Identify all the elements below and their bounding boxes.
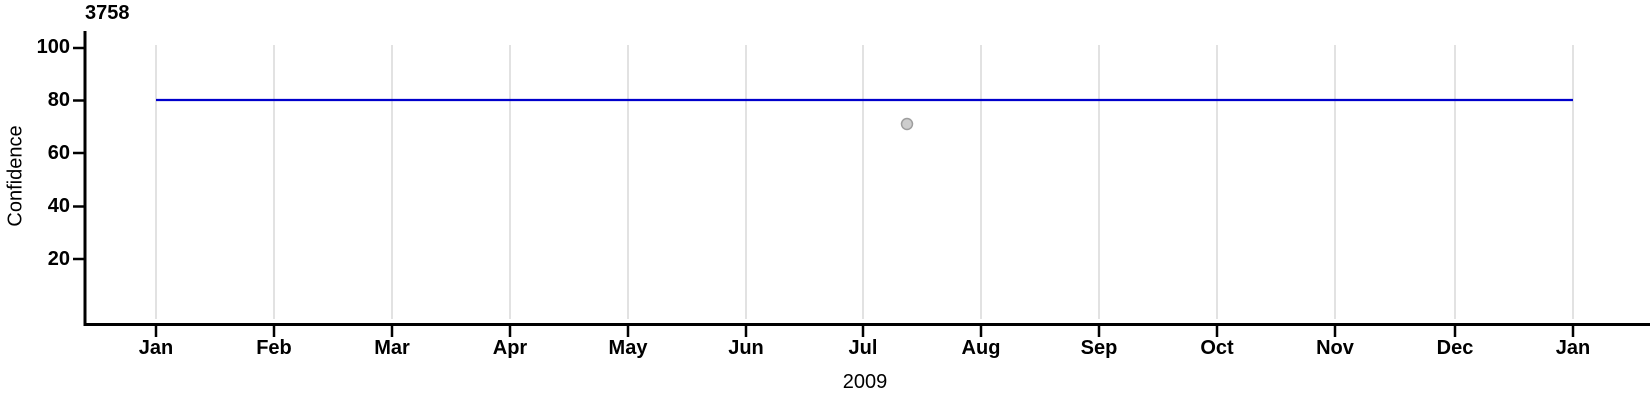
observation-data-point — [900, 117, 914, 131]
x-tick-label-feb: Feb — [256, 337, 292, 359]
x-tick-label-jan-next: Jan — [1555, 337, 1591, 359]
x-tick-label-may: May — [608, 337, 648, 359]
x-tick-label-oct: Oct — [1200, 337, 1234, 359]
y-tick-marks — [73, 46, 84, 261]
x-tick-marks — [154, 326, 1575, 337]
axes — [73, 31, 1650, 337]
y-tick-label-100: 100 — [36, 36, 70, 58]
x-tick-label-jun: Jun — [728, 337, 764, 359]
x-tick-label-mar: Mar — [374, 337, 410, 359]
annotation-count: 3758 — [85, 2, 130, 24]
x-tick-label-aug: Aug — [961, 337, 1001, 359]
x-tick-label-nov: Nov — [1316, 337, 1354, 359]
x-tick-label-sep: Sep — [1080, 337, 1118, 359]
x-axis-title: 2009 — [842, 371, 888, 393]
y-tick-label-40: 40 — [47, 195, 70, 217]
y-tick-label-60: 60 — [47, 141, 70, 164]
x-tick-label-jul: Jul — [848, 337, 878, 359]
month-gridlines — [155, 45, 1574, 319]
y-tick-label-80: 80 — [47, 89, 70, 111]
x-tick-label-dec: Dec — [1436, 337, 1474, 359]
x-tick-label-apr: Apr — [492, 337, 528, 359]
y-tick-label-20: 20 — [47, 247, 70, 270]
x-tick-label-jan: Jan — [138, 337, 174, 359]
